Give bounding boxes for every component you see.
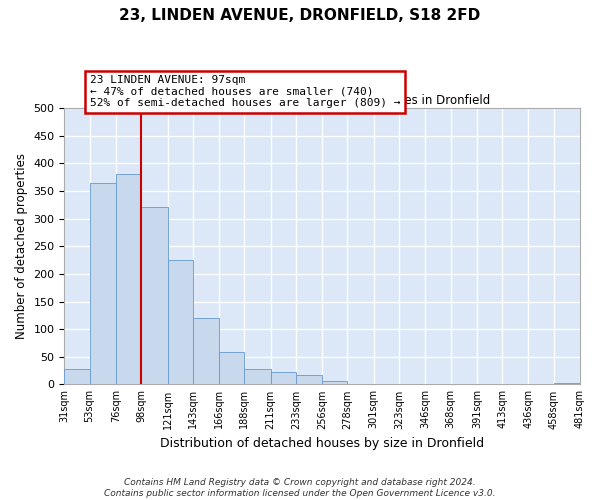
Bar: [271, 372, 296, 384]
Text: Contains HM Land Registry data © Crown copyright and database right 2024.
Contai: Contains HM Land Registry data © Crown c…: [104, 478, 496, 498]
Bar: [296, 375, 322, 384]
Text: 23, LINDEN AVENUE, DRONFIELD, S18 2FD: 23, LINDEN AVENUE, DRONFIELD, S18 2FD: [119, 8, 481, 22]
Bar: [167, 260, 193, 384]
Title: Size of property relative to detached houses in Dronfield: Size of property relative to detached ho…: [155, 94, 490, 107]
Bar: [141, 206, 167, 384]
Bar: [193, 318, 219, 384]
Bar: [64, 369, 89, 384]
X-axis label: Distribution of detached houses by size in Dronfield: Distribution of detached houses by size …: [160, 437, 484, 450]
Y-axis label: Number of detached properties: Number of detached properties: [15, 154, 28, 340]
Bar: [244, 369, 271, 384]
Text: 23 LINDEN AVENUE: 97sqm
← 47% of detached houses are smaller (740)
52% of semi-d: 23 LINDEN AVENUE: 97sqm ← 47% of detache…: [89, 75, 400, 108]
Bar: [322, 381, 347, 384]
Bar: [89, 183, 116, 384]
Bar: [219, 352, 244, 384]
Bar: [116, 174, 141, 384]
Bar: [554, 383, 580, 384]
